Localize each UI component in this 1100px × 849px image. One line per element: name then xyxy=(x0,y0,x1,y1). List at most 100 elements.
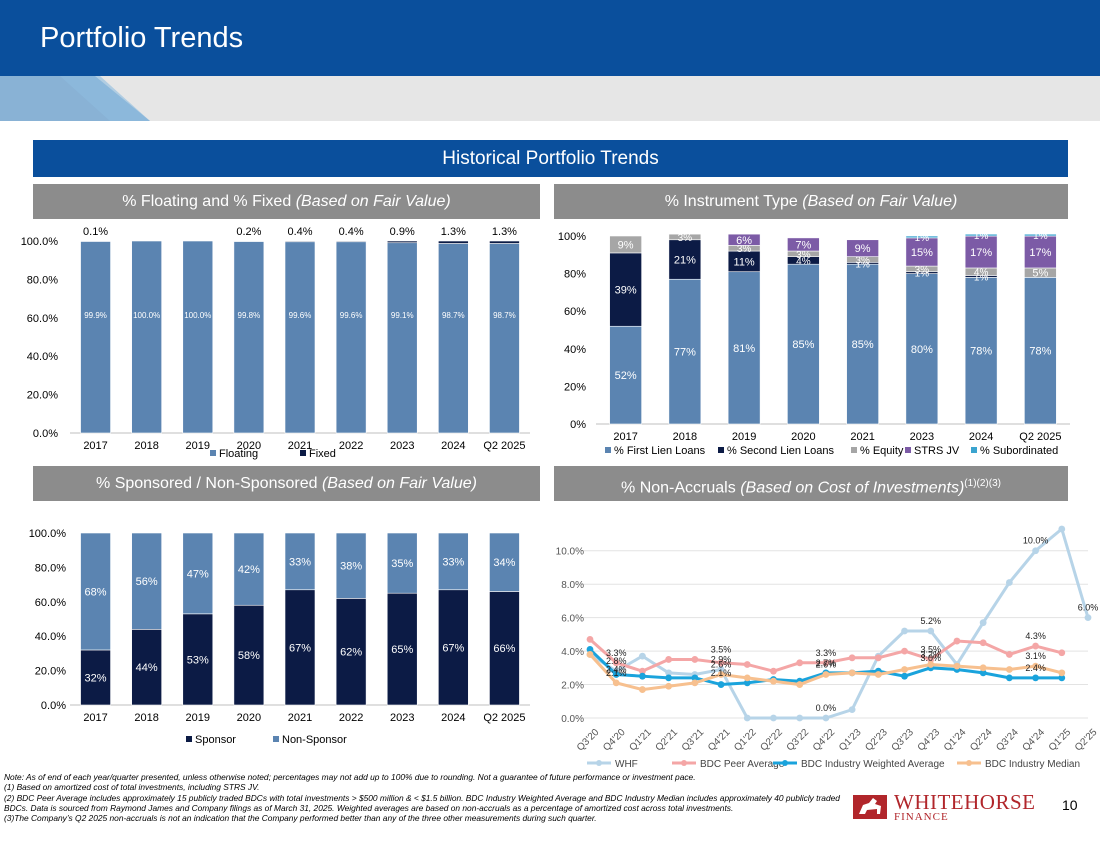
y-tick-label: 0% xyxy=(570,419,586,431)
series-point xyxy=(665,669,673,677)
bar-segment xyxy=(964,235,998,269)
y-tick-label: 0.0% xyxy=(41,700,66,712)
bar-segment xyxy=(131,532,162,630)
series-point xyxy=(612,659,620,667)
panel-title-qualifier: (Based on Cost of Investments) xyxy=(740,479,965,497)
x-tick-label: Q4'20 xyxy=(601,727,628,754)
data-label: 2.8% xyxy=(606,656,627,666)
page-title: Portfolio Trends xyxy=(40,22,244,54)
legend-label: Fixed xyxy=(309,448,336,460)
x-tick-label: 2023 xyxy=(390,712,414,724)
series-point xyxy=(586,646,594,653)
series-point xyxy=(901,627,908,635)
data-label: 85% xyxy=(792,339,814,351)
bar-segment xyxy=(1024,233,1057,237)
x-tick-label: Q1'25 xyxy=(1047,727,1074,754)
panel-title-floating-fixed: % Floating and % Fixed (Based on Fair Va… xyxy=(33,184,540,219)
data-label: 2.9% xyxy=(711,654,732,664)
panel-title-qualifier: (Based on Fair Value) xyxy=(295,193,451,210)
data-label: 3.0% xyxy=(920,653,941,663)
x-tick-label: Q3'21 xyxy=(680,727,707,754)
x-tick-label: Q3'22 xyxy=(785,727,812,754)
series-point xyxy=(901,647,908,655)
series-point xyxy=(770,714,777,722)
bar-segment xyxy=(233,604,265,706)
bar-segment xyxy=(335,532,367,599)
data-label: 99.6% xyxy=(340,311,363,320)
header-bar xyxy=(0,0,1100,76)
panel-title-text: % Non-Accruals xyxy=(621,479,736,497)
legend-label: % Subordinated xyxy=(980,445,1058,457)
bar-segment xyxy=(335,240,367,243)
bar-segment xyxy=(438,589,469,706)
data-label: 2.1% xyxy=(606,668,627,678)
x-tick-label: Q2 2025 xyxy=(483,712,525,724)
series-point xyxy=(717,659,725,667)
data-label: 1% xyxy=(915,233,930,244)
data-label: 7% xyxy=(795,239,811,251)
bar-segment xyxy=(668,278,702,425)
data-label: 1% xyxy=(915,269,930,280)
series-point xyxy=(639,652,646,660)
x-tick-label: 2024 xyxy=(441,440,465,452)
data-label: 98.7% xyxy=(493,311,516,320)
data-label: 0.2% xyxy=(236,226,261,238)
data-label: 77% xyxy=(674,347,696,359)
bar-segment xyxy=(233,241,265,434)
series-point xyxy=(743,674,751,682)
bar-segment xyxy=(335,598,367,706)
series-point xyxy=(717,671,725,678)
legend-label: Floating xyxy=(219,448,258,460)
data-label: 3.5% xyxy=(920,644,941,654)
page-number: 10 xyxy=(1062,797,1078,813)
panel-title-non-accruals: % Non-Accruals (Based on Cost of Investm… xyxy=(554,466,1068,501)
series-point xyxy=(1032,662,1039,670)
series-point xyxy=(927,627,935,635)
y-tick-label: 20.0% xyxy=(35,666,66,678)
legend-swatch-dot xyxy=(782,760,788,766)
y-tick-label: 80.0% xyxy=(35,562,66,574)
series-point xyxy=(717,681,725,688)
data-label: 2.6% xyxy=(711,660,732,670)
data-label: 2.4% xyxy=(606,665,627,675)
series-point xyxy=(848,654,856,662)
panel-title-superscript: (1)(2)(3) xyxy=(964,478,1001,489)
data-label: 2.4% xyxy=(1025,663,1046,673)
data-label: 3% xyxy=(796,250,811,261)
data-label: 0.0% xyxy=(816,703,837,713)
y-tick-label: 40.0% xyxy=(27,351,58,363)
bar-segment xyxy=(284,240,316,243)
y-tick-label: 100% xyxy=(558,231,586,243)
x-tick-label: Q3'23 xyxy=(890,727,917,754)
bar-segment xyxy=(438,240,469,244)
x-tick-label: Q2'22 xyxy=(758,727,785,754)
legend-label: BDC Industry Median xyxy=(985,759,1080,770)
series-point xyxy=(612,671,620,678)
data-label: 66% xyxy=(493,643,515,655)
series-point xyxy=(901,672,908,680)
series-point xyxy=(796,714,804,722)
bar-segment xyxy=(727,233,761,246)
series-point xyxy=(639,667,646,675)
bar-segment xyxy=(80,240,111,242)
series-point xyxy=(822,714,830,722)
x-tick-label: 2022 xyxy=(339,440,363,452)
bar-segment xyxy=(609,252,642,327)
x-tick-label: 2023 xyxy=(390,440,414,452)
y-tick-label: 0.0% xyxy=(561,714,584,725)
data-label: 17% xyxy=(1029,247,1051,259)
data-label: 6.0% xyxy=(1078,603,1099,613)
data-label: 56% xyxy=(136,576,158,588)
data-label: 1% xyxy=(974,231,989,242)
series-point xyxy=(848,669,856,677)
data-label: 33% xyxy=(289,556,311,568)
x-tick-label: 2021 xyxy=(850,431,874,443)
x-tick-label: 2019 xyxy=(186,712,210,724)
legend-label: % First Lien Loans xyxy=(614,445,706,457)
footnote: (3)The Company’s Q2 2025 non-accruals is… xyxy=(4,813,597,824)
footnotes: Note: As of end of each year/quarter pre… xyxy=(4,772,854,823)
x-tick-label: 2018 xyxy=(673,431,697,443)
bar-segment xyxy=(80,240,111,434)
series-point xyxy=(848,706,856,714)
